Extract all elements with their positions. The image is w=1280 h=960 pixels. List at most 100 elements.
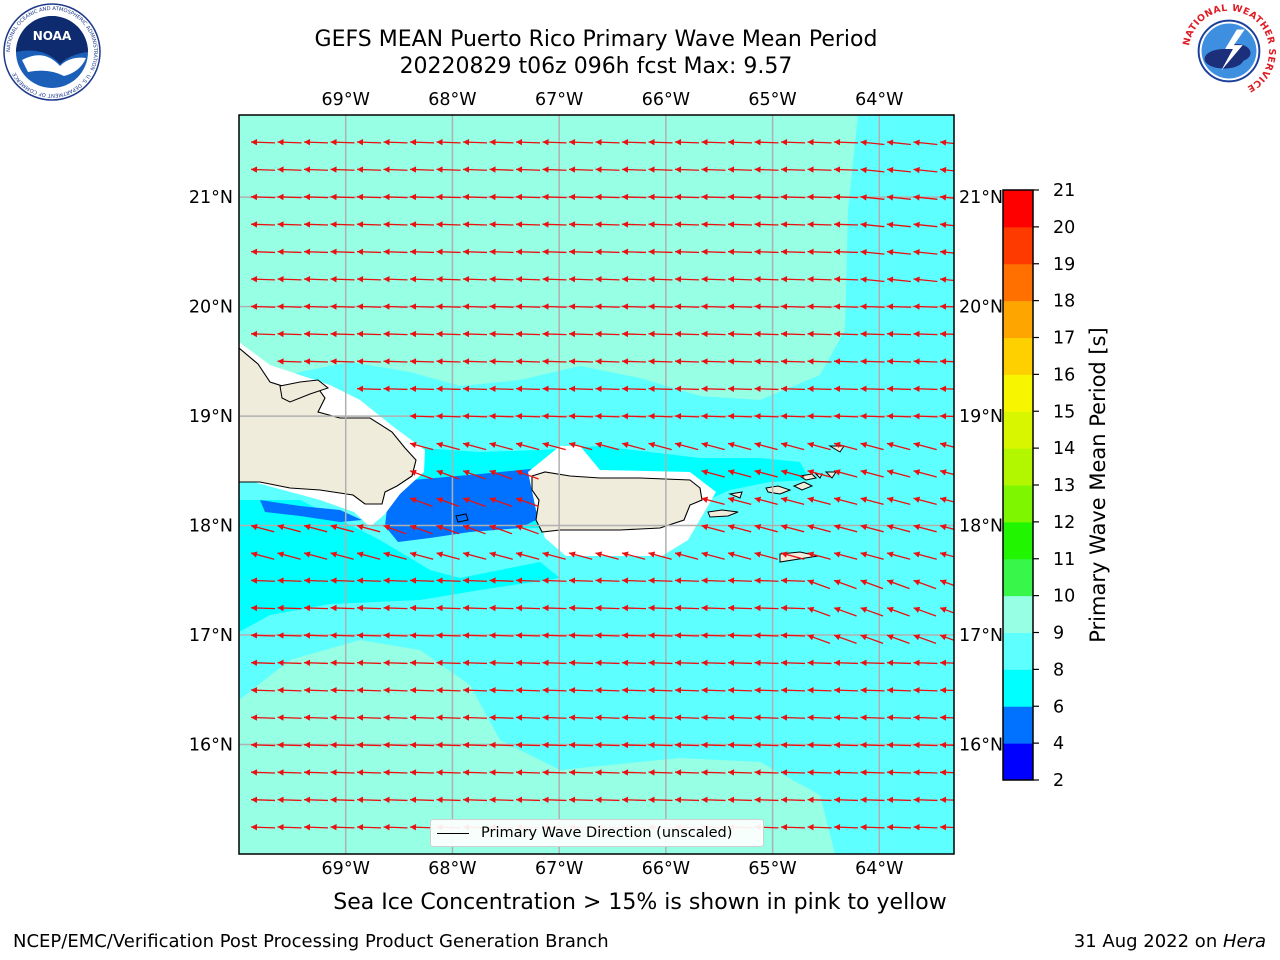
wave-direction-arrow <box>489 276 514 283</box>
wave-direction-arrow <box>913 139 938 146</box>
wave-direction-arrow <box>674 551 699 560</box>
virgin-islands <box>765 445 845 495</box>
wave-direction-arrow <box>409 687 435 694</box>
wave-direction-arrow <box>409 659 435 667</box>
wave-direction-arrow <box>356 139 382 146</box>
wave-direction-arrow <box>913 824 938 831</box>
wave-direction-arrow <box>489 248 514 256</box>
wave-direction-arrow <box>515 385 541 393</box>
wave-direction-arrow <box>860 166 885 174</box>
wave-direction-arrow <box>701 139 726 146</box>
wave-direction-arrow <box>807 551 831 560</box>
wave-direction-arrow <box>462 413 488 420</box>
wave-direction-arrow <box>833 687 859 694</box>
wave-direction-arrow <box>330 687 355 694</box>
wave-direction-arrow <box>277 604 302 612</box>
wave-direction-arrow <box>568 687 594 694</box>
wave-direction-arrow <box>330 632 355 639</box>
wave-direction-arrow <box>807 166 832 173</box>
wave-direction-arrow <box>913 796 938 804</box>
wave-direction-arrow <box>277 358 302 365</box>
wave-direction-arrow <box>780 276 806 283</box>
wave-direction-arrow <box>727 524 752 533</box>
wave-direction-arrow <box>939 579 954 587</box>
wave-direction-arrow <box>303 577 329 584</box>
wave-direction-arrow <box>515 632 541 639</box>
wave-direction-arrow <box>860 551 884 560</box>
wave-direction-arrow <box>648 276 673 283</box>
wave-direction-arrow <box>674 166 700 173</box>
credit-machine: Hera <box>1222 931 1266 952</box>
wave-direction-arrow <box>356 714 382 721</box>
wave-direction-arrow <box>701 276 726 283</box>
wave-direction-arrow <box>436 413 461 420</box>
wave-direction-arrow <box>462 497 486 508</box>
wave-direction-arrow <box>913 769 938 776</box>
wave-direction-arrow <box>886 659 912 667</box>
wave-direction-arrow <box>489 604 514 612</box>
colorbar-tick-label: 18 <box>1053 292 1075 312</box>
wave-direction-arrow <box>939 634 954 641</box>
wave-direction-arrow <box>383 330 408 338</box>
wave-direction-arrow <box>621 193 647 201</box>
wave-direction-arrow <box>409 441 434 451</box>
wave-direction-arrow <box>383 604 408 612</box>
wave-direction-arrow <box>303 248 329 256</box>
colorbar-tick-label: 16 <box>1053 365 1075 385</box>
wave-direction-arrow <box>860 303 885 310</box>
colorbar-swatch <box>1003 706 1033 744</box>
wave-direction-arrow <box>833 659 859 667</box>
wave-direction-arrow <box>886 496 911 506</box>
colorbar-swatch <box>1003 485 1033 523</box>
wave-direction-arrow <box>489 659 514 667</box>
wave-direction-arrow <box>754 687 779 694</box>
lon-tick-label: 67°W <box>535 859 583 879</box>
wave-direction-arrow <box>515 524 539 535</box>
wave-direction-arrow <box>595 166 620 173</box>
wave-direction-arrow <box>356 796 382 804</box>
wave-direction-arrow <box>250 166 276 173</box>
lat-tick-label: 21°N <box>959 188 1003 208</box>
wave-direction-arrow <box>674 441 699 451</box>
wave-direction-arrow <box>727 769 753 776</box>
wave-direction-arrow <box>621 221 647 228</box>
wave-direction-arrow <box>515 193 541 201</box>
wave-direction-arrow <box>780 330 806 338</box>
wave-direction-arrow <box>886 441 911 451</box>
wave-direction-arrow <box>913 687 938 694</box>
wave-direction-arrow <box>913 249 938 256</box>
lon-tick-label: 69°W <box>322 859 370 879</box>
wave-direction-arrow <box>462 193 488 201</box>
wave-direction-arrow <box>383 796 408 804</box>
wave-direction-arrow <box>754 551 778 560</box>
wave-direction-arrow <box>860 634 884 645</box>
colorbar-tick-label: 2 <box>1053 771 1064 791</box>
wave-direction-arrow <box>250 330 276 338</box>
colorbar-tick-label: 9 <box>1053 624 1064 644</box>
wave-direction-arrow <box>674 358 700 365</box>
wave-direction-arrow <box>356 276 382 283</box>
lat-tick-label: 21°N <box>189 188 233 208</box>
lon-tick-label: 64°W <box>855 90 903 110</box>
wave-direction-arrow <box>409 469 433 480</box>
wave-direction-arrow <box>833 248 859 256</box>
wave-direction-arrow <box>542 604 567 612</box>
wave-direction-arrow <box>913 276 938 283</box>
lon-tick-label: 65°W <box>748 859 796 879</box>
wave-direction-arrow <box>807 221 832 228</box>
wave-direction-arrow <box>648 139 673 146</box>
wave-direction-arrow <box>913 385 938 393</box>
wave-direction-arrow <box>277 221 302 228</box>
wave-direction-arrow <box>833 551 858 560</box>
wave-direction-arrow <box>674 193 700 201</box>
wave-direction-arrow <box>674 221 700 228</box>
wave-direction-arrow <box>250 303 276 310</box>
wave-direction-arrow <box>436 469 460 480</box>
wave-direction-arrow <box>436 524 460 535</box>
wave-direction-arrow <box>833 714 859 721</box>
colorbar-swatch <box>1003 337 1033 375</box>
wave-direction-arrow <box>939 441 954 449</box>
wave-direction-arrow <box>860 194 885 201</box>
wave-direction-arrow <box>860 606 884 617</box>
wave-direction-arrow <box>886 524 911 533</box>
